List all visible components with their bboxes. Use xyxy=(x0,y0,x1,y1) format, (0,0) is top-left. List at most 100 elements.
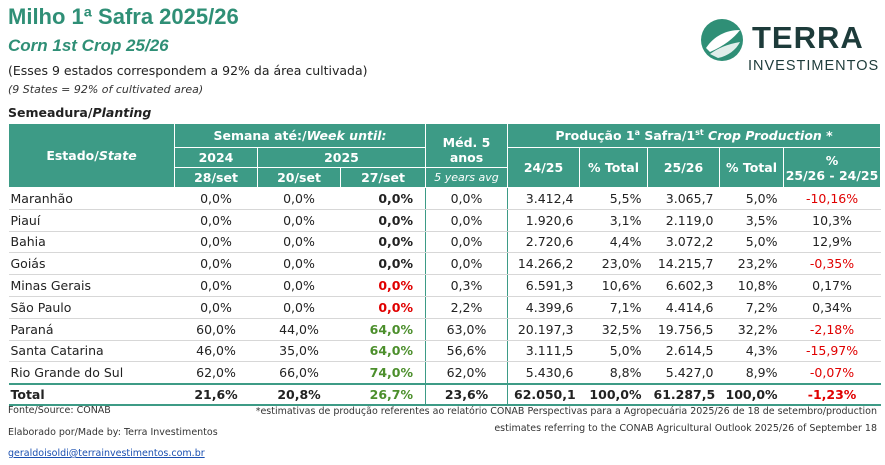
production-2425-cell: 14.266,2 xyxy=(507,252,580,276)
production-2425-cell: 3.412,4 xyxy=(507,187,580,210)
table-row: Santa Catarina 46,0% 35,0% 64,0% 56,6% 3.111,… xyxy=(8,340,881,363)
pct-total-2425-cell: 5,5% xyxy=(579,187,648,210)
header-pct-total-2425: % Total xyxy=(579,147,648,188)
pct-total-2526-cell: 7,2% xyxy=(719,296,784,319)
pct-total-2425-cell: 32,5% xyxy=(579,318,648,341)
planting-20set-cell: 0,0% xyxy=(257,296,341,319)
pct-total-2526-cell: 4,3% xyxy=(719,340,784,363)
pct-change-cell: 10,3% xyxy=(783,209,881,232)
header-pct-total-2526: % Total xyxy=(719,147,784,188)
planting-2024-cell: 0,0% xyxy=(174,274,258,297)
contact-email-link[interactable]: geraldoisoldi@terrainvestimentos.com.br xyxy=(8,448,205,459)
production-2526-cell: 6.602,3 xyxy=(647,274,720,297)
planting-2024-cell: 0,0% xyxy=(174,231,258,254)
header-week-until: Semana até:/Week until: xyxy=(174,123,426,148)
planting-27set-cell: 64,0% xyxy=(340,318,426,341)
page-title: Milho 1ª Safra 2025/26 xyxy=(8,4,239,29)
header-production: Produção 1a Safra/1st Crop Production * xyxy=(506,123,882,148)
pct-total-2425-cell: 3,1% xyxy=(579,209,648,232)
pct-total-2526-cell: 23,2% xyxy=(719,252,784,276)
planting-27set-cell: 0,0% xyxy=(340,274,426,297)
pct-total-2526-cell: 32,2% xyxy=(719,318,784,341)
coverage-note-pt: (Esses 9 estados correspondem a 92% da á… xyxy=(8,63,368,78)
pct-change-cell: -15,97% xyxy=(783,340,881,363)
planting-27set-cell: 74,0% xyxy=(340,361,426,385)
five-year-avg-cell: 23,6% xyxy=(425,383,508,407)
table-row: São Paulo 0,0% 0,0% 0,0% 2,2% 4.399,6 7,1% 4.41… xyxy=(8,296,881,319)
planting-table: Estado/State Semana até:/Week until: Méd… xyxy=(8,123,882,407)
header-year-2025: 2025 xyxy=(257,147,426,168)
planting-20set-cell: 0,0% xyxy=(257,187,341,210)
table-row: Paraná 60,0% 44,0% 64,0% 63,0% 20.197,3 32,5% 1… xyxy=(8,318,881,341)
planting-2024-cell: 46,0% xyxy=(174,340,258,363)
planting-2024-cell: 0,0% xyxy=(174,296,258,319)
production-2425-cell: 4.399,6 xyxy=(507,296,580,319)
logo-wordmark: TERRA xyxy=(752,20,864,55)
production-2425-cell: 20.197,3 xyxy=(507,318,580,341)
planting-27set-cell: 0,0% xyxy=(340,252,426,276)
planting-20set-cell: 20,8% xyxy=(257,383,341,407)
pct-total-2526-cell: 8,9% xyxy=(719,361,784,385)
header-pct-change: % 25/26 - 24/25 xyxy=(782,147,882,188)
pct-total-2526-cell: 10,8% xyxy=(719,274,784,297)
header-prod-2526: 25/26 xyxy=(647,147,720,188)
production-2425-cell: 1.920,6 xyxy=(507,209,580,232)
pct-total-2526-cell: 5,0% xyxy=(719,187,784,210)
source-note: Fonte/Source: CONAB xyxy=(8,405,111,416)
planting-27set-cell: 0,0% xyxy=(340,296,426,319)
state-cell: Minas Gerais xyxy=(8,274,175,297)
planting-2024-cell: 21,6% xyxy=(174,383,258,407)
five-year-avg-cell: 0,0% xyxy=(425,252,508,276)
production-2526-cell: 2.614,5 xyxy=(647,340,720,363)
five-year-avg-cell: 0,0% xyxy=(425,231,508,254)
pct-total-2526-cell: 100,0% xyxy=(719,383,784,407)
state-cell: Piauí xyxy=(8,209,175,232)
planting-2024-cell: 0,0% xyxy=(174,252,258,276)
coverage-note-en: (9 States = 92% of cultivated area) xyxy=(8,83,204,96)
planting-27set-cell: 0,0% xyxy=(340,187,426,210)
production-footnote-line1: *estimativas de produção referentes ao r… xyxy=(255,406,877,417)
planting-27set-cell: 0,0% xyxy=(340,231,426,254)
state-cell: Maranhão xyxy=(8,187,175,210)
production-2526-cell: 5.427,0 xyxy=(647,361,720,385)
pct-total-2425-cell: 4,4% xyxy=(579,231,648,254)
state-cell: Santa Catarina xyxy=(8,340,175,363)
production-2526-cell: 3.065,7 xyxy=(647,187,720,210)
header-state: Estado/State xyxy=(8,123,175,188)
planting-20set-cell: 0,0% xyxy=(257,209,341,232)
pct-change-cell: 0,34% xyxy=(783,296,881,319)
planting-2024-cell: 60,0% xyxy=(174,318,258,341)
pct-change-cell: -0,35% xyxy=(783,252,881,276)
planting-27set-cell: 0,0% xyxy=(340,209,426,232)
planting-27set-cell: 26,7% xyxy=(340,383,426,407)
header-date-27set: 27/set xyxy=(340,167,426,188)
five-year-avg-cell: 62,0% xyxy=(425,361,508,385)
logo-subtitle: INVESTIMENTOS xyxy=(748,58,880,74)
production-2425-cell: 3.111,5 xyxy=(507,340,580,363)
production-2425-cell: 5.430,6 xyxy=(507,361,580,385)
table-row: Maranhão 0,0% 0,0% 0,0% 0,0% 3.412,4 5,5% 3.065… xyxy=(8,187,881,210)
terra-leaf-icon xyxy=(701,19,743,61)
page-subtitle: Corn 1st Crop 25/26 xyxy=(8,36,169,55)
pct-total-2425-cell: 23,0% xyxy=(579,252,648,276)
section-label: Semeadura/Planting xyxy=(8,105,152,120)
made-by-note: Elaborado por/Made by: Terra Investiment… xyxy=(8,427,218,438)
production-2425-cell: 62.050,1 xyxy=(507,383,580,407)
planting-27set-cell: 64,0% xyxy=(340,340,426,363)
production-2526-cell: 61.287,5 xyxy=(647,383,720,407)
five-year-avg-cell: 0,0% xyxy=(425,209,508,232)
pct-total-2526-cell: 3,5% xyxy=(719,209,784,232)
table-row: Bahia 0,0% 0,0% 0,0% 0,0% 2.720,6 4,4% 3.072,2 5… xyxy=(8,231,881,254)
pct-total-2526-cell: 5,0% xyxy=(719,231,784,254)
state-cell: Goiás xyxy=(8,252,175,276)
pct-change-cell: -10,16% xyxy=(783,187,881,210)
five-year-avg-cell: 0,0% xyxy=(425,187,508,210)
state-cell: Rio Grande do Sul xyxy=(8,361,175,385)
table-row: Goiás 0,0% 0,0% 0,0% 0,0% 14.266,2 23,0% 14.215… xyxy=(8,252,881,276)
planting-20set-cell: 0,0% xyxy=(257,231,341,254)
five-year-avg-cell: 63,0% xyxy=(425,318,508,341)
production-2425-cell: 6.591,3 xyxy=(507,274,580,297)
pct-change-cell: -0,07% xyxy=(783,361,881,385)
production-2425-cell: 2.720,6 xyxy=(507,231,580,254)
planting-20set-cell: 44,0% xyxy=(257,318,341,341)
